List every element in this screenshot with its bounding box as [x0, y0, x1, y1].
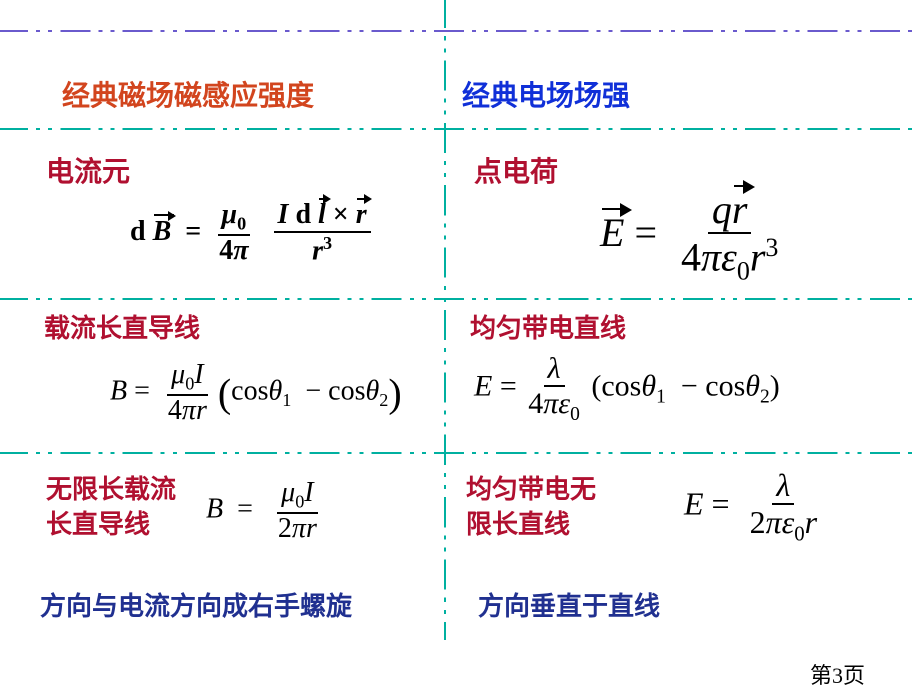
footer-left: 方向与电流方向成右手螺旋 — [40, 586, 352, 623]
formula-infinite-wire-B: B = μ0I 2πr — [206, 478, 321, 544]
divider-h-3 — [0, 452, 920, 454]
divider-h-1 — [0, 128, 920, 130]
formula-finite-line-E: E = λ 4πε0 (cosθ1 − cosθ2) — [474, 352, 780, 425]
row3-right-label: 均匀带电无 限长直线 — [466, 472, 596, 542]
row1-left-label: 电流元 — [46, 150, 130, 190]
formula-coulomb-field: E = qr 4πε0r3 — [600, 188, 782, 286]
formula-biot-savart: d B = μ0 4π I d l × r r3 — [130, 200, 371, 267]
row2-left-label: 载流长直导线 — [44, 308, 200, 345]
footer-right: 方向垂直于直线 — [478, 586, 660, 623]
header-left: 经典磁场磁感应强度 — [62, 74, 314, 114]
row2-right-label: 均匀带电直线 — [470, 308, 626, 345]
formula-infinite-line-E: E = λ 2πε0r — [684, 468, 821, 546]
divider-h-0 — [0, 30, 920, 32]
divider-v — [444, 0, 446, 640]
divider-h-2 — [0, 298, 920, 300]
formula-finite-wire-B: B = μ0I 4πr (cosθ1 − cosθ2) — [110, 360, 402, 426]
row1-right-label: 点电荷 — [474, 150, 558, 190]
page-number: 第3页 — [810, 658, 865, 690]
row3-left-label: 无限长载流 长直导线 — [46, 472, 176, 542]
header-right: 经典电场场强 — [462, 74, 630, 114]
